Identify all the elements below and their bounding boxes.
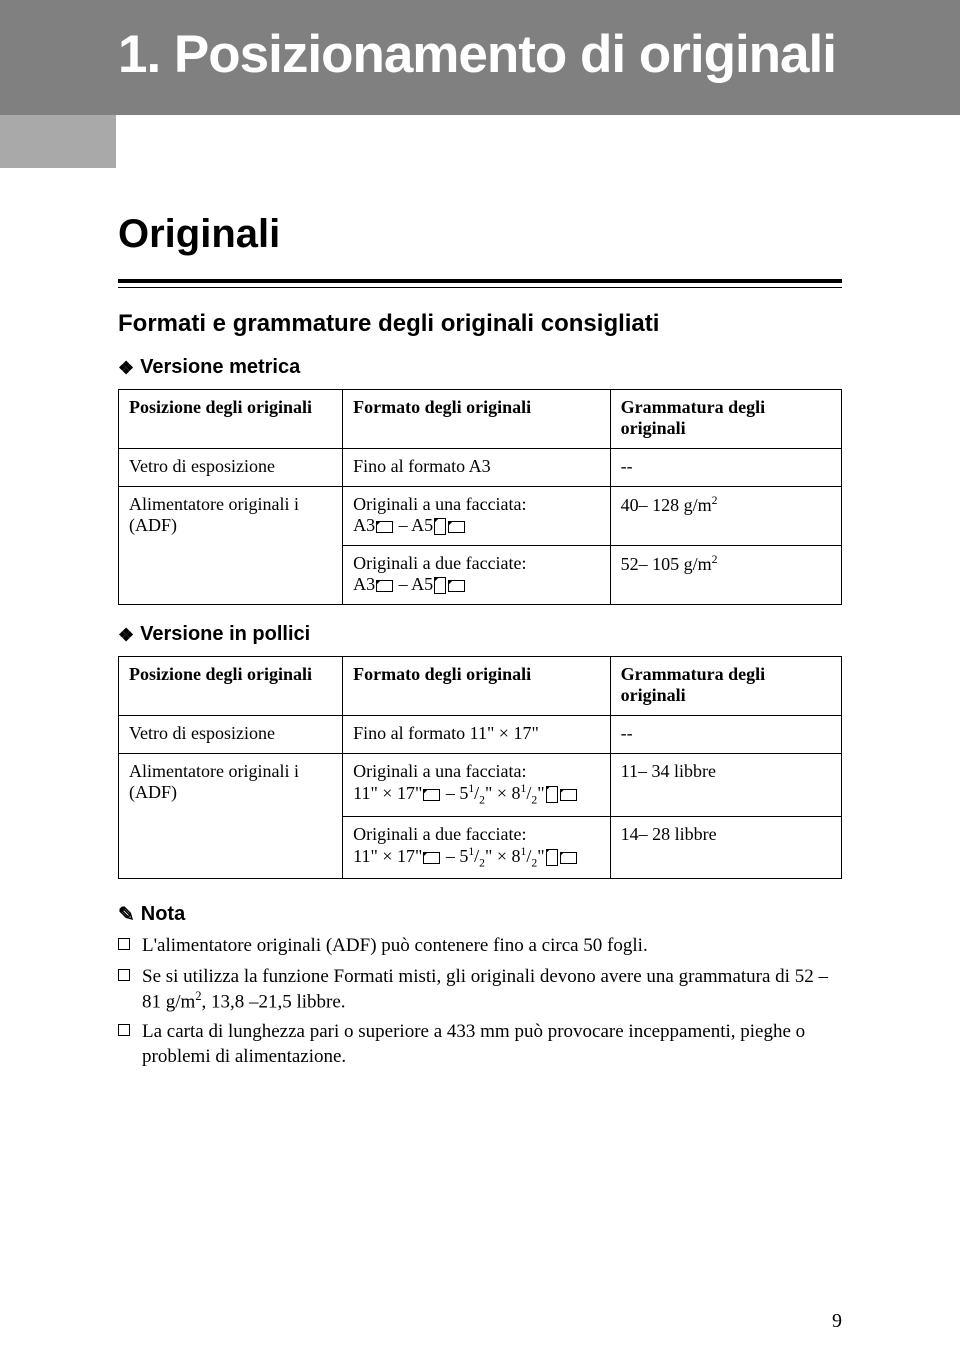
cell: 40– 128 g/m2 (610, 487, 841, 546)
cell: 52– 105 g/m2 (610, 546, 841, 605)
cell-text: – 5 (441, 783, 468, 803)
cell: Originali a una facciata: A3 – A5 (343, 487, 611, 546)
version-metric-heading: ❖ Versione metrica (118, 356, 842, 379)
cell-text: 40– 128 g/m (621, 495, 712, 515)
note-list: L'alimentatore originali (ADF) può conte… (118, 934, 842, 1069)
cell: Alimentatore originali i (ADF) (119, 487, 343, 605)
cell-text: – A5 (394, 574, 433, 594)
list-item: La carta di lunghezza pari o superiore a… (118, 1020, 842, 1069)
cell: Vetro di esposizione (119, 449, 343, 487)
cell: Fino al formato A3 (343, 449, 611, 487)
note-text: La carta di lunghezza pari o superiore a… (142, 1021, 805, 1066)
cell-text: " × 8 (485, 783, 521, 803)
landscape-icon (448, 521, 465, 533)
cell-text: – A5 (394, 515, 433, 535)
table-row: Posizione degli originali Formato degli … (119, 390, 842, 449)
col-head-weight: Grammatura degli originali (610, 390, 841, 449)
cell: Originali a due facciate: A3 – A5 (343, 546, 611, 605)
cell: -- (610, 449, 841, 487)
cell-text: Originali a due facciate: (353, 824, 526, 844)
landscape-icon (376, 580, 393, 592)
col-head-position: Posizione degli originali (119, 657, 343, 716)
cell: Originali a una facciata: 11" × 17" – 51… (343, 754, 611, 817)
col-head-format: Formato degli originali (343, 390, 611, 449)
landscape-icon (560, 789, 577, 801)
table-row: Posizione degli originali Formato degli … (119, 657, 842, 716)
cell-text: – 5 (441, 846, 468, 866)
square-bullet-icon (118, 969, 130, 981)
cell-text: " (537, 783, 544, 803)
page-number: 9 (832, 1310, 842, 1333)
pencil-icon: ✎ (118, 902, 135, 927)
cell-text: 11" × 17" (353, 846, 422, 866)
table-row: Alimentatore originali i (ADF) Originali… (119, 754, 842, 817)
section-subtitle: Originali (118, 212, 842, 257)
note-text: , 13,8 –21,5 libbre. (201, 991, 345, 1012)
portrait-icon (546, 849, 558, 866)
subsection-heading: Formati e grammature degli originali con… (118, 310, 842, 338)
cell-text: Originali a una facciata: (353, 761, 526, 781)
diamond-icon: ❖ (118, 625, 134, 646)
cell-text: 52– 105 g/m (621, 554, 712, 574)
landscape-icon (376, 521, 393, 533)
square-bullet-icon (118, 938, 130, 950)
cell: Originali a due facciate: 11" × 17" – 51… (343, 816, 611, 879)
portrait-icon (546, 786, 558, 803)
cell: Vetro di esposizione (119, 716, 343, 754)
chapter-banner: 1. Posizionamento di originali (0, 0, 960, 168)
banner-light-block (0, 115, 116, 168)
portrait-icon (434, 518, 446, 535)
col-head-weight: Grammatura degli originali (610, 657, 841, 716)
note-heading: ✎ Nota (118, 901, 842, 926)
cell-text: " (537, 846, 544, 866)
cell-text: Originali a due facciate: (353, 553, 526, 573)
table-inch: Posizione degli originali Formato degli … (118, 656, 842, 879)
square-bullet-icon (118, 1024, 130, 1036)
col-head-position: Posizione degli originali (119, 390, 343, 449)
cell: Fino al formato 11" × 17" (343, 716, 611, 754)
landscape-icon (448, 580, 465, 592)
cell-text: " × 8 (485, 846, 521, 866)
version-inch-label: Versione in pollici (140, 623, 310, 645)
cell-text: A3 (353, 574, 375, 594)
col-head-format: Formato degli originali (343, 657, 611, 716)
version-metric-label: Versione metrica (140, 356, 300, 378)
landscape-icon (423, 789, 440, 801)
cell-text: Originali a una facciata: (353, 494, 526, 514)
document-page: 1. Posizionamento di originali Originali… (0, 0, 960, 1357)
rule-thin (118, 287, 842, 288)
cell: -- (610, 716, 841, 754)
table-row: Alimentatore originali i (ADF) Originali… (119, 487, 842, 546)
superscript: 2 (712, 553, 718, 566)
chapter-title: 1. Posizionamento di originali (118, 24, 836, 85)
note-text: L'alimentatore originali (ADF) può conte… (142, 935, 648, 956)
diamond-icon: ❖ (118, 358, 134, 379)
list-item: L'alimentatore originali (ADF) può conte… (118, 934, 842, 958)
table-row: Vetro di esposizione Fino al formato 11"… (119, 716, 842, 754)
cell: 14– 28 libbre (610, 816, 841, 879)
cell: 11– 34 libbre (610, 754, 841, 817)
landscape-icon (423, 852, 440, 864)
landscape-icon (560, 852, 577, 864)
superscript: 2 (712, 494, 718, 507)
table-metric: Posizione degli originali Formato degli … (118, 389, 842, 605)
cell-text: A3 (353, 515, 375, 535)
note-heading-text: Nota (141, 903, 185, 925)
table-row: Vetro di esposizione Fino al formato A3 … (119, 449, 842, 487)
rule-thick (118, 279, 842, 283)
page-content: Originali Formati e grammature degli ori… (0, 212, 960, 1069)
version-inch-heading: ❖ Versione in pollici (118, 623, 842, 646)
portrait-icon (434, 577, 446, 594)
cell-text: 11" × 17" (353, 783, 422, 803)
cell: Alimentatore originali i (ADF) (119, 754, 343, 879)
list-item: Se si utilizza la funzione Formati misti… (118, 965, 842, 1015)
